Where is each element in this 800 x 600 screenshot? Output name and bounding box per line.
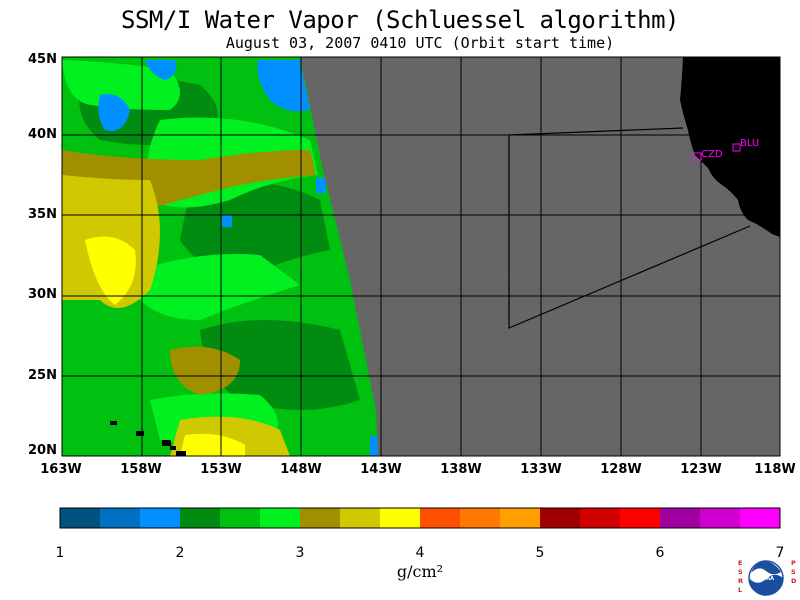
station-blu: BLU bbox=[732, 138, 759, 152]
colorbar-swatch bbox=[100, 508, 141, 528]
lon-label-123w: 123W bbox=[680, 462, 722, 477]
colorbar-tick-5: 5 bbox=[535, 545, 545, 561]
lat-label-40n: 40N bbox=[28, 127, 57, 142]
lon-label-158w: 158W bbox=[120, 462, 162, 477]
lat-label-45n: 45N bbox=[28, 52, 57, 67]
noaa-esrl-psd-logo: E S R L NOAA P S D bbox=[738, 559, 797, 596]
map-title: SSM/I Water Vapor (Schluessel algorithm) bbox=[121, 6, 679, 34]
colorbar-swatch bbox=[180, 508, 221, 528]
domain-boundary bbox=[508, 127, 751, 329]
lon-label-138w: 138W bbox=[440, 462, 482, 477]
lat-label-35n: 35N bbox=[28, 207, 57, 222]
svg-text:BLU: BLU bbox=[740, 138, 759, 149]
lon-label-148w: 148W bbox=[280, 462, 322, 477]
colorbar-swatch bbox=[740, 508, 781, 528]
svg-text:CZD: CZD bbox=[701, 149, 723, 160]
colorbar-units: g/cm² bbox=[396, 562, 444, 581]
colorbar-swatch bbox=[340, 508, 381, 528]
colorbar-frame bbox=[59, 507, 781, 529]
lon-label-163w: 163W bbox=[40, 462, 82, 477]
lat-label-30n: 30N bbox=[28, 287, 57, 302]
graticule bbox=[62, 57, 780, 456]
colorbar-swatch bbox=[620, 508, 661, 528]
colorbar-swatch bbox=[220, 508, 261, 528]
north-america-land bbox=[680, 57, 780, 237]
colorbar-tick-4: 4 bbox=[415, 545, 425, 561]
colorbar-swatch bbox=[300, 508, 341, 528]
lon-label-153w: 153W bbox=[200, 462, 242, 477]
colorbar-swatch bbox=[260, 508, 301, 528]
colorbar-swatch bbox=[380, 508, 421, 528]
hawaiian-islands bbox=[110, 421, 186, 456]
colorbar-swatch bbox=[460, 508, 501, 528]
colorbar bbox=[60, 508, 781, 528]
colorbar-tick-1: 1 bbox=[55, 545, 65, 561]
map-frame bbox=[61, 56, 781, 457]
colorbar-tick-6: 6 bbox=[655, 545, 665, 561]
map-subtitle: August 03, 2007 0410 UTC (Orbit start ti… bbox=[225, 34, 615, 52]
lon-label-118w: 118W bbox=[754, 462, 796, 477]
lon-label-128w: 128W bbox=[600, 462, 642, 477]
svg-text:NOAA: NOAA bbox=[758, 576, 774, 582]
lon-label-133w: 133W bbox=[520, 462, 562, 477]
colorbar-swatch bbox=[580, 508, 621, 528]
colorbar-swatch bbox=[60, 508, 101, 528]
colorbar-swatch bbox=[500, 508, 541, 528]
colorbar-swatch bbox=[420, 508, 461, 528]
colorbar-tick-7: 7 bbox=[775, 545, 785, 561]
logo-psd-text: P S D bbox=[791, 559, 797, 585]
lat-label-20n: 20N bbox=[28, 443, 57, 458]
colorbar-swatch bbox=[660, 508, 701, 528]
lon-label-143w: 143W bbox=[360, 462, 402, 477]
colorbar-swatch bbox=[540, 508, 581, 528]
station-czd: CZD bbox=[693, 149, 723, 161]
colorbar-tick-3: 3 bbox=[295, 545, 305, 561]
colorbar-swatch bbox=[700, 508, 741, 528]
colorbar-swatch bbox=[140, 508, 181, 528]
logo-esrl-text: E S R L bbox=[738, 559, 745, 594]
lat-label-25n: 25N bbox=[28, 368, 57, 383]
colorbar-tick-2: 2 bbox=[175, 545, 185, 561]
